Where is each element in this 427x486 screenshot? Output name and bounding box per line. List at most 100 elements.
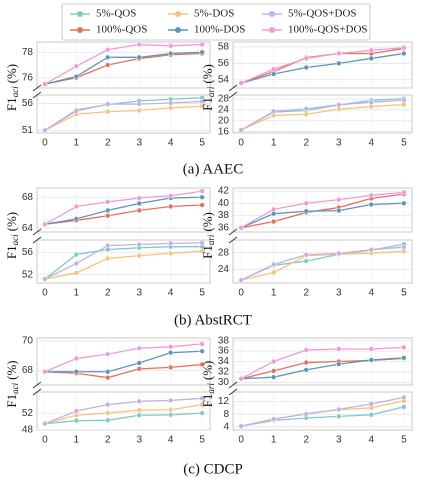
data-point <box>238 277 244 283</box>
data-point <box>303 55 309 62</box>
data-point <box>303 208 309 214</box>
y-axis-label: F1aci (%) <box>4 64 20 111</box>
series-line <box>44 105 203 131</box>
x-tick-label: 4 <box>168 435 174 446</box>
data-point <box>336 196 342 203</box>
data-point <box>136 195 142 201</box>
x-tick-label: 1 <box>74 435 80 446</box>
data-point <box>336 60 342 67</box>
data-point <box>168 412 174 418</box>
y-axis-label: F1aci (%) <box>4 212 20 259</box>
data-point <box>401 394 407 401</box>
y-label-main: F1 <box>200 394 215 408</box>
data-point <box>136 101 142 107</box>
y-tick-label: 12 <box>218 396 230 407</box>
caption: (b) AbstRCT <box>174 312 252 328</box>
data-point <box>401 189 407 195</box>
series-line <box>240 99 404 131</box>
data-point <box>199 248 205 254</box>
legend-label: 5%-DOS <box>194 8 234 20</box>
x-tick-label: 1 <box>74 138 80 149</box>
data-point <box>336 250 342 257</box>
data-point <box>199 348 205 354</box>
data-point <box>105 101 111 107</box>
data-point <box>105 351 111 357</box>
data-point <box>271 108 277 114</box>
x-tick-label: 5 <box>401 138 407 149</box>
legend-marker <box>175 11 181 17</box>
data-point <box>271 66 277 72</box>
data-point <box>271 71 277 77</box>
data-point <box>168 407 174 413</box>
legend-label: 100%-QOS <box>96 24 147 36</box>
y-tick-label: 20 <box>218 115 230 126</box>
data-point <box>336 346 342 352</box>
y-tick-label: 52 <box>22 269 34 280</box>
y-label-sub: ari <box>206 86 216 97</box>
data-point <box>368 201 374 208</box>
data-point <box>368 99 374 105</box>
series-line <box>44 412 203 425</box>
x-tick-label: 4 <box>369 435 375 446</box>
legend-label: 5%-QOS <box>96 8 136 20</box>
y-tick-label: 58 <box>218 42 230 53</box>
data-point <box>168 193 174 199</box>
data-point <box>105 410 111 416</box>
x-tick-label: 3 <box>136 435 142 446</box>
series-line <box>44 246 203 280</box>
series-line <box>44 363 203 379</box>
data-point <box>271 416 277 422</box>
plot-area <box>232 391 413 431</box>
data-point <box>73 260 79 267</box>
legend-label: 100%-DOS <box>194 24 245 36</box>
data-point <box>136 252 142 259</box>
plot-area <box>36 94 211 134</box>
series-line <box>240 52 404 84</box>
y-axis-label: F1ari (%) <box>200 64 216 111</box>
legend-box <box>61 3 371 41</box>
y-tick-label: 4 <box>223 421 229 432</box>
y-label-sub: aci <box>10 382 20 393</box>
y-label-sub: ari <box>206 234 216 245</box>
data-point <box>168 43 174 49</box>
data-point <box>199 361 205 368</box>
data-point <box>401 344 407 351</box>
axis-break <box>228 388 238 396</box>
data-point <box>199 395 205 401</box>
data-point <box>368 412 374 418</box>
y-tick-label: 51 <box>22 125 34 136</box>
data-point <box>105 369 111 375</box>
axis-break <box>32 388 42 396</box>
series-line <box>241 193 404 229</box>
data-point <box>271 269 277 276</box>
x-tick-label: 2 <box>105 435 111 446</box>
caption: (c) CDCP <box>183 461 243 477</box>
axis-break <box>32 84 42 92</box>
data-point <box>136 54 142 60</box>
data-point <box>105 242 111 249</box>
x-tick-label: 0 <box>42 138 48 149</box>
data-point <box>401 244 407 250</box>
x-tick-label: 2 <box>303 435 309 446</box>
data-point <box>271 368 277 374</box>
y-label-unit: (%) <box>4 64 19 84</box>
data-point <box>401 97 407 103</box>
y-label-unit: (%) <box>200 64 215 84</box>
data-point <box>336 106 342 112</box>
axis-break <box>32 228 42 236</box>
data-point <box>238 423 244 429</box>
data-point <box>73 216 79 222</box>
legend-marker <box>269 11 275 17</box>
data-point <box>401 355 407 361</box>
data-point <box>136 345 142 351</box>
data-point <box>368 104 374 110</box>
data-point <box>73 369 79 375</box>
data-point <box>136 360 142 366</box>
data-point <box>168 100 174 106</box>
series-line <box>240 250 404 281</box>
series-line <box>44 100 203 131</box>
y-label-main: F1 <box>200 245 215 259</box>
data-point <box>136 366 142 372</box>
data-point <box>42 369 48 375</box>
y-tick-label: 24 <box>218 105 230 116</box>
